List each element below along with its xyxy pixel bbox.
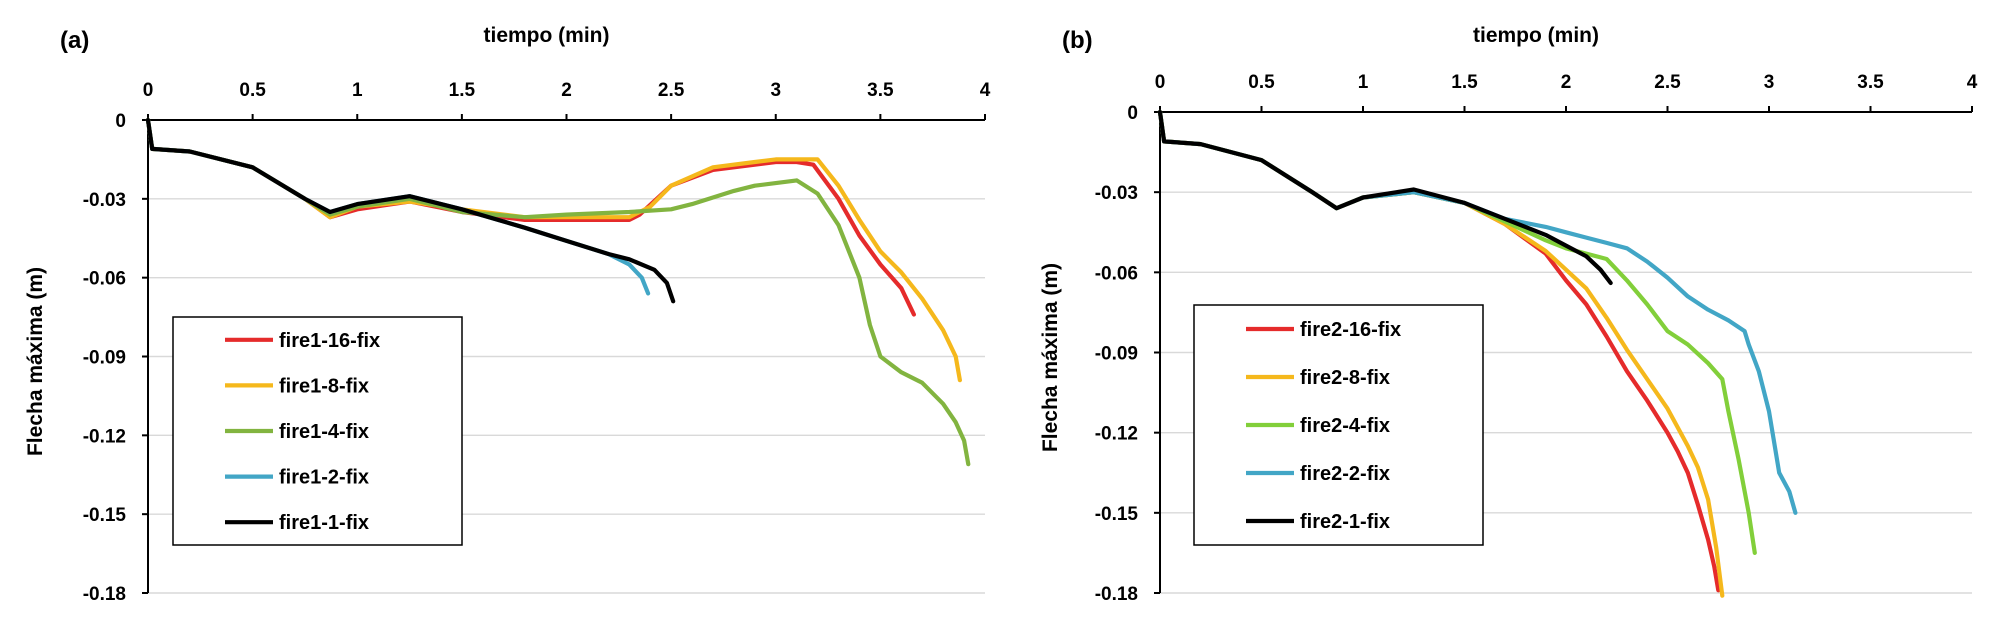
legend-entry: fire2-16-fix: [1300, 319, 1401, 341]
x-tick-label: 0.5: [239, 80, 266, 101]
panel-label: (a): [60, 27, 89, 54]
y-tick-label: -0.15: [1095, 504, 1139, 525]
legend-entry: fire1-4-fix: [279, 421, 369, 443]
y-axis-title: Flecha máxima (m): [1039, 263, 1062, 452]
x-axis-title: tiempo (min): [1473, 24, 1599, 47]
y-tick-label: -0.18: [83, 584, 126, 605]
y-tick-label: -0.03: [1095, 183, 1138, 204]
legend-entry: fire2-8-fix: [1300, 367, 1390, 389]
y-axis-title: Flecha máxima (m): [24, 267, 47, 456]
legend-entry: fire1-1-fix: [279, 512, 369, 534]
x-tick-label: 0: [143, 80, 154, 101]
y-tick-label: -0.12: [1095, 424, 1138, 445]
x-tick-label: 3.5: [867, 80, 894, 101]
x-tick-label: 3: [1764, 72, 1775, 93]
x-tick-label: 0.5: [1248, 72, 1275, 93]
y-tick-label: -0.12: [83, 426, 126, 447]
panel-label: (b): [1062, 27, 1093, 54]
x-tick-label: 4: [1967, 72, 1978, 93]
chart-panel-1: 0 -0.03 -0.06 -0.09 -0.12 -0.15 -0.18 0 0.5 1 1.5 2…: [24, 24, 991, 605]
legend-box: [172, 316, 463, 546]
x-tick-label: 1: [352, 80, 363, 101]
legend-entry: fire1-8-fix: [279, 375, 369, 397]
legend-entry: fire2-4-fix: [1300, 415, 1390, 437]
x-axis-title: tiempo (min): [484, 24, 610, 47]
legend-box: [1193, 304, 1484, 546]
x-tick-label: 4: [980, 80, 991, 101]
y-tick-label: 0: [115, 111, 126, 132]
x-tick-label: 3: [770, 80, 781, 101]
y-tick-label: -0.06: [83, 269, 126, 290]
x-tick-label: 2: [1561, 72, 1572, 93]
y-tick-label: -0.09: [1095, 344, 1138, 365]
x-tick-label: 3.5: [1857, 72, 1884, 93]
legend-entry: fire2-2-fix: [1300, 463, 1390, 485]
y-tick-label: -0.18: [1095, 584, 1138, 605]
legend-entry: fire1-2-fix: [279, 467, 369, 489]
x-tick-label: 1: [1358, 72, 1369, 93]
legend-entry: fire2-1-fix: [1300, 511, 1390, 533]
y-tick-label: -0.06: [1095, 263, 1138, 284]
chart-panel-2: 0 -0.03 -0.06 -0.09 -0.12 -0.15 -0.18 0 0.5 1 1.5 2…: [1039, 24, 1978, 605]
y-tick-label: 0: [1127, 103, 1138, 124]
x-tick-label: 2.5: [1654, 72, 1681, 93]
series-line-fire1-1-fix: [145, 117, 676, 304]
x-tick-label: 1.5: [1451, 72, 1478, 93]
y-tick-label: -0.03: [83, 190, 126, 211]
y-tick-label: -0.15: [83, 505, 127, 526]
series-line-fire2-1-fix: [1157, 109, 1613, 286]
x-tick-label: 0: [1155, 72, 1166, 93]
legend-entry: fire1-16-fix: [279, 330, 380, 352]
x-tick-label: 1.5: [449, 80, 476, 101]
x-tick-label: 2: [561, 80, 572, 101]
y-tick-label: -0.09: [83, 348, 126, 369]
x-tick-label: 2.5: [658, 80, 685, 101]
